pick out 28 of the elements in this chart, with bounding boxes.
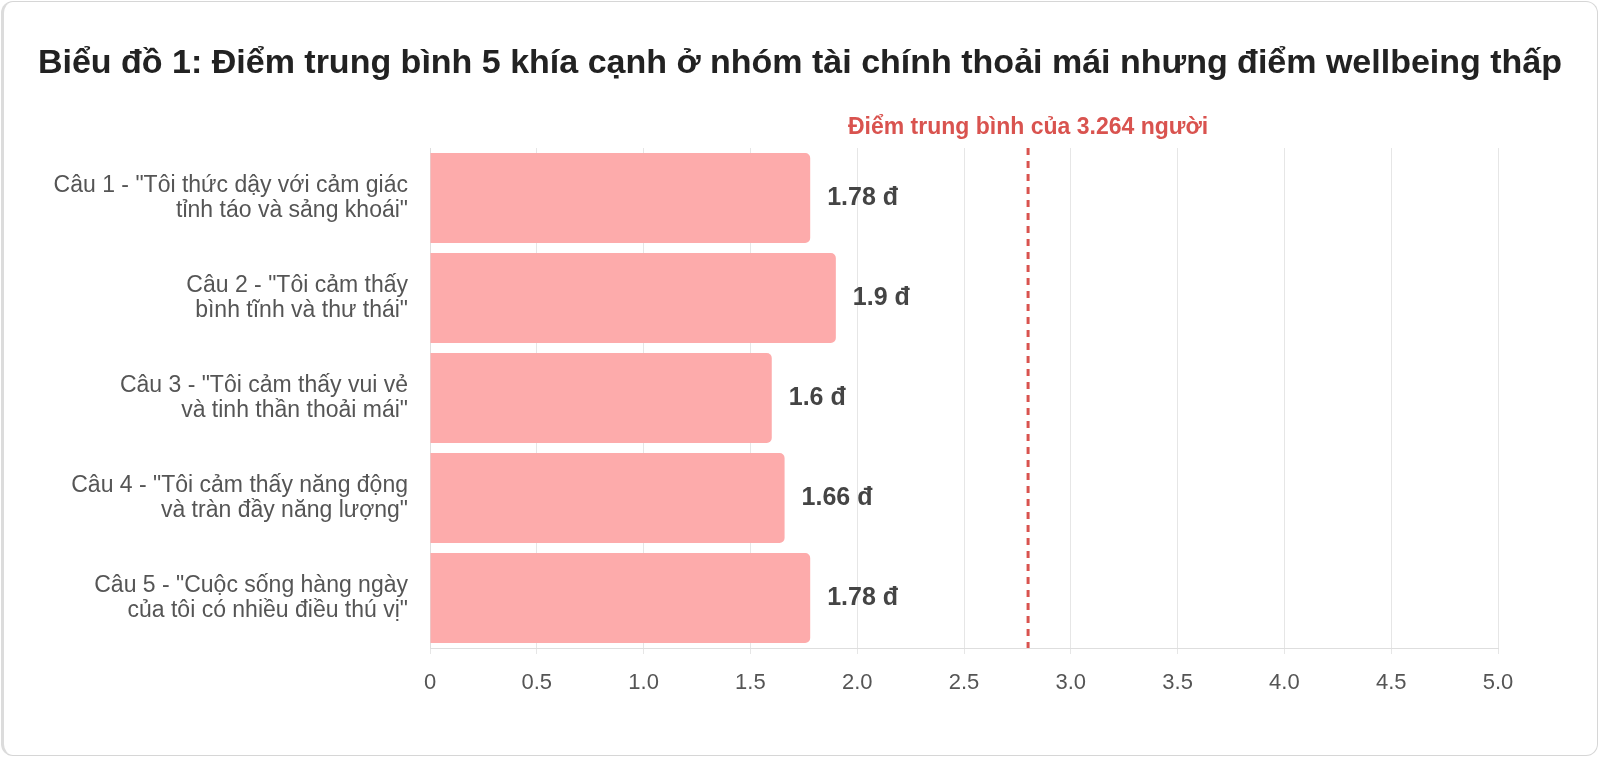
x-tick-label: 2.5 bbox=[948, 669, 980, 695]
x-tick-label: 3.5 bbox=[1162, 669, 1193, 695]
ref-line-label: Điểm trung bình của 3.264 người bbox=[847, 113, 1209, 140]
x-tick-label: 5.0 bbox=[1482, 669, 1514, 695]
data-label: 1.6 đ bbox=[788, 381, 847, 410]
x-tick-label: 1.5 bbox=[735, 669, 766, 695]
x-tick-label: 0.5 bbox=[521, 669, 553, 695]
x-tick-label: 1.0 bbox=[628, 669, 659, 695]
y-tick-label: Câu 4 - "Tôi cảm thấy năng động và tràn đầy năng lượng" bbox=[71, 470, 408, 522]
x-tick-label: 2.0 bbox=[841, 669, 873, 695]
x-tick-label: 4.5 bbox=[1375, 669, 1407, 695]
data-label: 1.9 đ bbox=[852, 281, 911, 310]
x-tick-label: 3.0 bbox=[1055, 669, 1087, 695]
y-tick-label: Câu 2 - "Tôi cảm thấy bình tĩnh và thư thái" bbox=[186, 270, 409, 322]
y-tick-label: Câu 3 - "Tôi cảm thấy vui vẻ và tinh thần thoải mái" bbox=[119, 370, 408, 422]
data-label: 1.78 đ bbox=[827, 581, 899, 610]
y-tick-label: Câu 1 - "Tôi thức dậy với cảm giác tỉnh táo và sảng khoái" bbox=[53, 170, 408, 222]
bar bbox=[430, 353, 772, 443]
y-tick-label: Câu 5 - "Cuộc sống hàng ngày của tôi có nhiều điều thú vị" bbox=[94, 570, 409, 622]
data-label: 1.66 đ bbox=[801, 481, 874, 510]
bar bbox=[430, 153, 811, 243]
data-label: 1.78 đ bbox=[827, 181, 899, 210]
x-tick-label: 4.0 bbox=[1269, 669, 1300, 695]
bar bbox=[430, 453, 785, 543]
chart-title: Biểu đồ 1: Điểm trung bình 5 khía cạnh ở nhóm tài chính thoải mái nhưng điểm wellbeing thấp bbox=[36, 41, 1564, 81]
bar bbox=[430, 553, 811, 643]
x-tick-label: 0 bbox=[423, 669, 437, 695]
bar bbox=[430, 253, 836, 343]
